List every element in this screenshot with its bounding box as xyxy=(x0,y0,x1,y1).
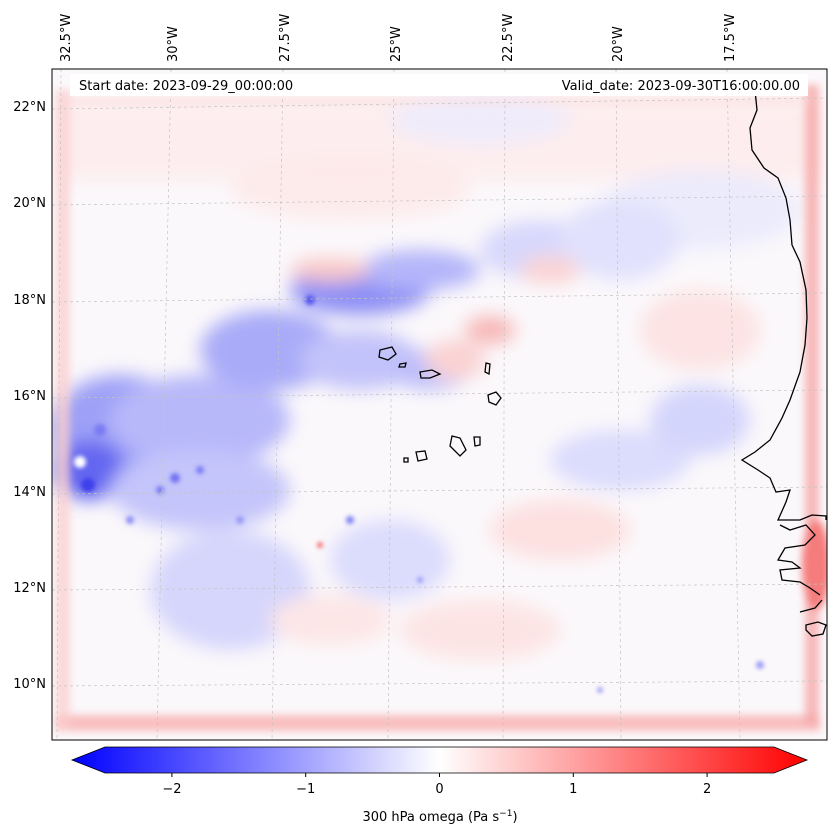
map-frame xyxy=(51,68,828,741)
cape-verde-maio xyxy=(473,436,481,447)
lat-label: 18°N xyxy=(13,293,46,308)
cape-verde-santiago xyxy=(449,435,467,457)
lat-label: 20°N xyxy=(13,196,46,211)
omega-field xyxy=(52,95,820,660)
colorbar-label-exponent: −1 xyxy=(499,809,512,819)
lon-label: 17.5°W xyxy=(723,14,738,62)
cape-verde-boa-vista xyxy=(487,391,502,406)
lat-label: 10°N xyxy=(13,677,46,692)
colorbar-label-text: 300 hPa omega (Pa s xyxy=(362,810,499,825)
colorbar-body xyxy=(70,746,809,774)
cape-verde-santo-antao xyxy=(378,346,397,361)
lon-label: 32.5°W xyxy=(59,14,74,62)
colorbar-tick-label: 1 xyxy=(569,782,577,797)
lat-label: 16°N xyxy=(13,389,46,404)
colorbar: −2 −1 0 1 2 300 hPa omega (Pa s−1) xyxy=(70,746,809,825)
africa-coastline xyxy=(740,89,827,637)
header-box xyxy=(70,74,808,96)
lon-label: 25°W xyxy=(389,26,404,62)
cape-verde-sao-nicolau xyxy=(419,369,442,379)
colorbar-ticks: −2 −1 0 1 2 xyxy=(162,773,711,797)
cape-verde-brava xyxy=(403,457,409,463)
graticule xyxy=(52,69,827,740)
lat-label: 14°N xyxy=(13,485,46,500)
colorbar-tick-label: 0 xyxy=(435,782,443,797)
lat-labels: 22°N 20°N 18°N 16°N 14°N 12°N 10°N xyxy=(13,100,46,692)
colorbar-label: 300 hPa omega (Pa s−1) xyxy=(362,809,517,825)
lat-label: 22°N xyxy=(13,100,46,115)
cape-verde-sal xyxy=(484,362,491,376)
colorbar-tick-label: −1 xyxy=(296,782,315,797)
colorbar-label-end: ) xyxy=(512,810,517,825)
lon-label: 22.5°W xyxy=(501,14,516,62)
lon-label: 30°W xyxy=(166,26,181,62)
cape-verde-fogo xyxy=(415,450,428,462)
colorbar-tick-label: −2 xyxy=(162,782,181,797)
valid-date: Valid_date: 2023-09-30T16:00:00.00 xyxy=(562,79,800,94)
lon-label: 27.5°W xyxy=(278,14,293,62)
cape-verde-sao-vicente xyxy=(398,362,407,368)
coastlines xyxy=(378,89,827,637)
lat-label: 12°N xyxy=(13,581,46,596)
start-date: Start date: 2023-09-29_00:00:00 xyxy=(79,79,293,94)
boundary-artifact xyxy=(55,85,827,731)
map-panel xyxy=(52,69,827,740)
colorbar-tick-label: 2 xyxy=(703,782,711,797)
lon-labels: 32.5°W 30°W 27.5°W 25°W 22.5°W 20°W 17.5… xyxy=(59,14,738,62)
lon-label: 20°W xyxy=(611,26,626,62)
omega-speckle xyxy=(74,295,764,693)
